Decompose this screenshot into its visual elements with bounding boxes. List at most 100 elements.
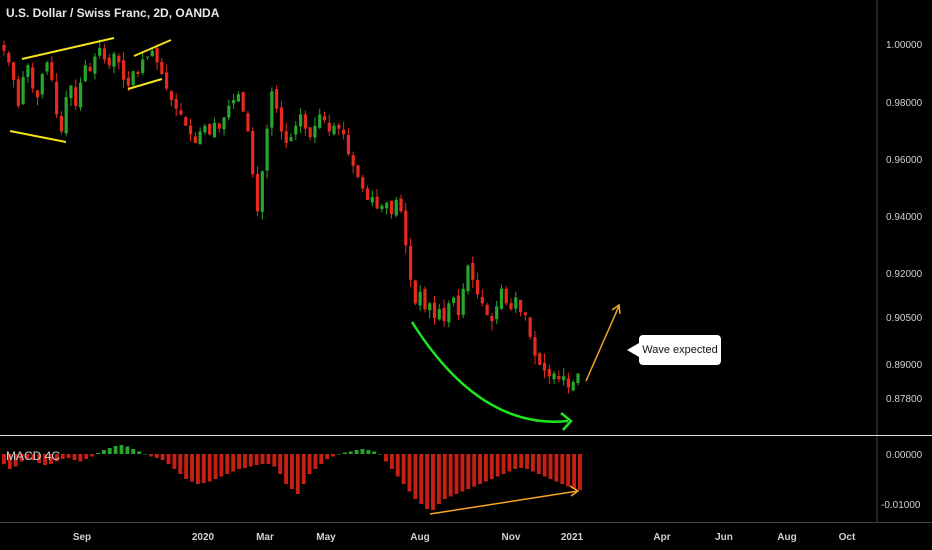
candle-body — [303, 114, 307, 129]
macd-bar — [178, 454, 183, 474]
candle-body — [198, 131, 202, 145]
candle-body — [509, 303, 513, 310]
candle-body — [547, 369, 551, 377]
candle-body — [485, 304, 489, 316]
candle-body — [471, 263, 475, 280]
macd-bar — [290, 454, 294, 489]
candle-body — [7, 53, 11, 63]
macd-bar — [107, 448, 112, 454]
time-tick-aug-2021: Aug — [777, 532, 796, 543]
candle-body — [428, 303, 432, 311]
macd-bar — [225, 454, 230, 474]
macd-bar — [472, 454, 477, 487]
macd-bar — [207, 454, 212, 482]
macd-bar — [319, 454, 324, 464]
candle-body — [26, 65, 30, 77]
macd-bar — [337, 454, 341, 455]
macd-bar — [507, 454, 512, 472]
candle-body — [279, 107, 284, 132]
indicator-title[interactable]: MACD 4C — [6, 449, 61, 463]
macd-bar — [160, 454, 165, 460]
candle-body — [121, 60, 126, 80]
candle-body — [69, 85, 73, 99]
projection-arrow-orange[interactable] — [585, 303, 621, 382]
projection-line[interactable] — [585, 305, 620, 382]
macd-bar — [13, 454, 18, 467]
macd-bar — [560, 454, 565, 484]
candle-body — [203, 125, 207, 133]
candle-body — [2, 45, 6, 51]
candle-body — [179, 110, 183, 115]
price-tick-8: 0.87800 — [886, 394, 923, 405]
candle-body — [102, 48, 107, 60]
candle-body — [294, 125, 298, 135]
divergence-line[interactable] — [429, 490, 579, 515]
flag-lower-line-2[interactable] — [127, 78, 163, 90]
divergence-arrowhead[interactable] — [569, 485, 580, 497]
macd-bar — [460, 454, 465, 492]
candle-body — [533, 337, 537, 356]
candle-body — [16, 79, 20, 106]
flag-upper-line-1[interactable] — [21, 37, 115, 60]
candle-body — [313, 125, 317, 138]
macd-bar — [378, 454, 383, 455]
macd-bar — [442, 454, 447, 499]
candle-body — [88, 66, 92, 72]
candle-body — [413, 280, 417, 304]
wave-expected-callout[interactable]: Wave expected — [627, 335, 721, 365]
curve-arrowhead[interactable] — [560, 412, 573, 431]
candle-body — [322, 116, 327, 121]
candle-body — [552, 373, 556, 380]
macd-tick-2: -0.01000 — [881, 500, 921, 511]
macd-bar — [272, 454, 277, 467]
time-tick-2020: 2020 — [192, 532, 215, 543]
candle-body — [365, 188, 370, 200]
macd-bar — [483, 454, 488, 482]
time-tick-sep: Sep — [73, 532, 91, 543]
macd-bar — [295, 454, 300, 494]
candle-body — [423, 288, 427, 310]
candle-body — [528, 317, 532, 337]
macd-bar — [301, 454, 306, 484]
time-tick-oct: Oct — [839, 532, 856, 543]
symbol-title[interactable]: U.S. Dollar / Swiss Franc, 2D, OANDA — [6, 6, 220, 20]
candle-body — [461, 288, 465, 315]
candle-body — [298, 114, 303, 127]
curved-arrow-green[interactable] — [410, 321, 573, 431]
candle-body — [442, 307, 446, 322]
divergence-line-orange[interactable] — [429, 485, 580, 515]
candle-body — [40, 74, 44, 95]
macd-bar — [489, 454, 494, 479]
candle-body — [155, 47, 159, 63]
curve-path[interactable] — [410, 321, 569, 423]
candle-body — [93, 56, 97, 74]
macd-bar — [307, 454, 312, 474]
candle-body — [361, 177, 365, 189]
macd-bar — [384, 454, 388, 462]
projection-arrowhead[interactable] — [611, 303, 621, 315]
candle-body — [356, 165, 360, 178]
macd-bar — [542, 454, 547, 477]
candle-body — [241, 92, 245, 112]
macd-bar — [519, 454, 524, 468]
candle-body — [126, 77, 130, 86]
macd-bar — [54, 454, 59, 462]
macd-bar — [354, 450, 359, 454]
candle-body — [542, 362, 547, 371]
candle-body — [332, 125, 336, 135]
candle-body — [466, 265, 470, 292]
macd-bar — [248, 454, 253, 467]
flag-upper-line-2[interactable] — [133, 39, 172, 57]
macd-bar — [43, 454, 48, 465]
candle-body — [318, 114, 322, 128]
macd-bar — [119, 445, 124, 454]
candle-body — [117, 55, 121, 63]
flag-lower-line-1[interactable] — [9, 130, 67, 143]
flag-trendlines[interactable] — [9, 37, 172, 143]
candle-body — [504, 288, 508, 304]
candle-body — [112, 53, 116, 67]
candle-body — [394, 199, 398, 216]
time-tick-jun: Jun — [715, 532, 733, 543]
candle-body — [447, 303, 451, 323]
